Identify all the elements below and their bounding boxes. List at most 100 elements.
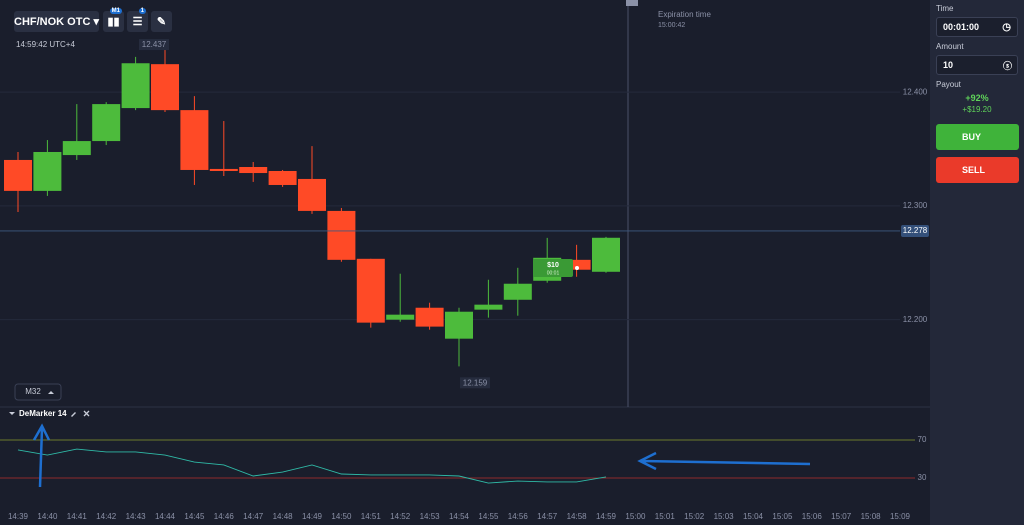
x-tick-label: 14:39: [8, 512, 29, 521]
payout-label: Payout: [936, 80, 961, 89]
candle-body: [33, 151, 62, 191]
x-tick-label: 14:50: [331, 512, 352, 521]
expiration-flag: [626, 0, 638, 6]
indicator-remove[interactable]: [83, 410, 90, 417]
x-tick-label: 14:40: [37, 512, 58, 521]
x-tick-label: 15:07: [831, 512, 852, 521]
candle-body: [92, 104, 121, 142]
candle-body: [415, 307, 444, 327]
candle-body: [562, 259, 591, 270]
buy-button[interactable]: BUY: [936, 124, 1019, 150]
candle-body: [327, 210, 356, 260]
x-tick-label: 15:05: [772, 512, 793, 521]
amount-input[interactable]: 10 ⓢ: [936, 55, 1018, 75]
trade-marker: $10 00:01: [533, 259, 579, 277]
x-tick-label: 14:56: [508, 512, 529, 521]
min-label: 12.159: [463, 378, 488, 387]
x-tick-label: 14:49: [302, 512, 323, 521]
candle-body: [268, 170, 297, 185]
sidebar: Time 00:01:00 ◷ Amount 10 ⓢ Payout +92% +$…: [930, 0, 1024, 525]
candle-body: [239, 167, 268, 174]
y-tick-label: 12.200: [903, 315, 928, 324]
x-tick-label: 14:59: [596, 512, 617, 521]
sell-button[interactable]: SELL: [936, 157, 1019, 183]
sell-label[interactable]: SELL: [962, 165, 986, 175]
candle-body: [386, 314, 415, 320]
x-tick-label: 15:03: [714, 512, 735, 521]
drawing-button[interactable]: ✎: [151, 11, 172, 32]
x-tick-label: 14:55: [478, 512, 499, 521]
arrow-left: [637, 451, 811, 471]
x-tick-label: 14:46: [214, 512, 235, 521]
payout-amount: +$19.20: [962, 105, 992, 114]
x-tick-label: 14:53: [420, 512, 441, 521]
dollar-icon: ⓢ: [1002, 60, 1012, 71]
candle-body: [151, 64, 179, 111]
payout-percent: +92%: [965, 93, 989, 103]
amount-value[interactable]: 10: [943, 60, 954, 70]
time-input[interactable]: 00:01:00 ◷: [936, 17, 1018, 37]
indicator-badge: 1: [138, 8, 146, 14]
candle-body: [503, 283, 532, 300]
candle-body: [209, 168, 238, 171]
x-tick-label: 14:45: [184, 512, 205, 521]
current-price-bg: [901, 224, 929, 237]
trade-point: [575, 266, 579, 270]
trade-timer: 00:01: [547, 270, 560, 276]
level-label: 70: [918, 435, 927, 444]
time-value[interactable]: 00:01:00: [943, 22, 980, 32]
x-tick-label: 15:09: [890, 512, 911, 521]
candle-body: [4, 159, 32, 191]
clock-icon: ◷: [1002, 21, 1011, 33]
indicator-name: DeMarker 14: [19, 409, 67, 418]
time-label: Time: [936, 4, 954, 13]
expiration-time: 15:00:42: [658, 22, 685, 29]
level-label: 30: [918, 473, 927, 482]
max-label-bg: [139, 39, 169, 51]
expiration-label: Expiration time: [658, 10, 711, 19]
timeframe-badge: M1: [109, 8, 122, 14]
candle-body: [298, 178, 326, 211]
indicator-line: [17, 448, 607, 484]
symbol-selector[interactable]: CHF/NOK OTC ▾: [14, 11, 99, 32]
x-tick-label: 15:06: [802, 512, 823, 521]
x-tick-label: 14:52: [390, 512, 411, 521]
x-tick-label: 14:41: [67, 512, 88, 521]
buy-label[interactable]: BUY: [962, 132, 982, 142]
indicators-button[interactable]: ☰ 1: [127, 8, 148, 32]
y-tick-label: 12.300: [903, 201, 928, 210]
current-price-label: 12.278: [903, 226, 928, 235]
annotation-arrows: [32, 423, 811, 488]
x-tick-label: 14:48: [273, 512, 294, 521]
candle-body: [121, 63, 150, 109]
x-tick-label: 14:54: [449, 512, 470, 521]
indicator-edit[interactable]: [71, 412, 76, 417]
x-tick-label: 14:42: [96, 512, 117, 521]
x-tick-label: 14:44: [155, 512, 176, 521]
indicator-caret[interactable]: [9, 412, 15, 415]
zoom-box[interactable]: [14, 383, 62, 401]
x-tick-label: 14:57: [537, 512, 558, 521]
x-tick-label: 14:58: [567, 512, 588, 521]
x-tick-label: 15:08: [861, 512, 882, 521]
x-tick-label: 14:47: [243, 512, 264, 521]
candle-body: [474, 304, 503, 310]
timeframe-button[interactable]: ▮▮ M1: [103, 8, 124, 32]
candle-body: [62, 141, 91, 156]
zoom-caret[interactable]: [48, 391, 54, 394]
chart: Expiration time 15:00:42 12.200 12.300 12.…: [0, 0, 930, 522]
clock: 14:59:42 UTC+4: [16, 40, 75, 49]
trade-box: [533, 259, 573, 277]
symbol[interactable]: CHF/NOK OTC: [14, 15, 91, 28]
x-tick-label: 15:04: [743, 512, 764, 521]
candle-body: [592, 237, 620, 272]
x-tick-label: 15:02: [684, 512, 705, 521]
arrow-up: [32, 423, 51, 488]
candle-body: [356, 258, 385, 323]
zoom-label[interactable]: M32: [25, 387, 41, 396]
min-label-bg: [460, 377, 490, 389]
candle-body: [445, 311, 473, 339]
x-tick-label: 14:43: [126, 512, 147, 521]
x-tick-label: 15:01: [655, 512, 676, 521]
